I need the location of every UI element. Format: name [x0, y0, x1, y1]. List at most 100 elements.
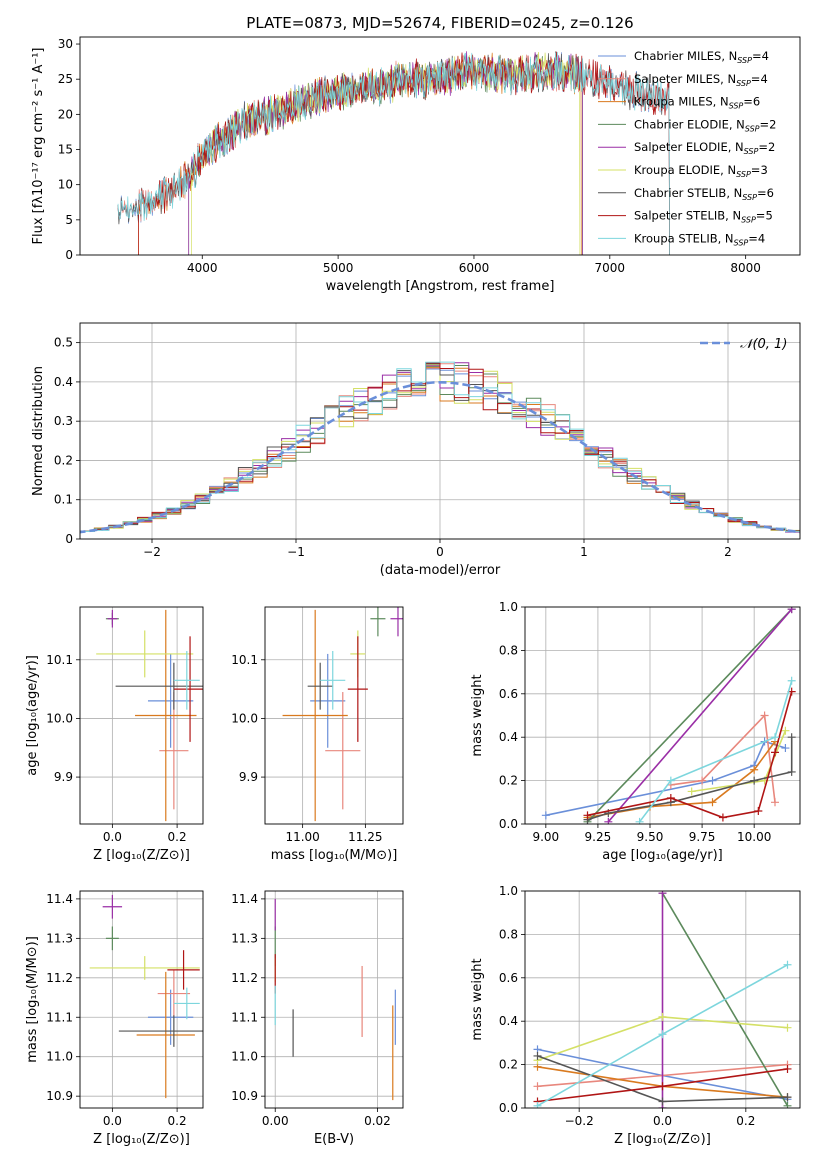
plot-frame	[264, 606, 404, 825]
weight-marker	[771, 798, 779, 807]
weight-marker	[658, 1097, 667, 1106]
legend-nssp-value: 5	[765, 209, 772, 223]
plot-frame	[79, 322, 801, 540]
y-tick-label: 11.0	[231, 1050, 258, 1064]
y-tick-label: 11.2	[46, 971, 73, 985]
weight-marker	[787, 767, 796, 776]
weight-line	[586, 608, 793, 823]
errorbar-point	[136, 971, 195, 1099]
errorbar-point	[320, 650, 346, 710]
legend-nssp-eq: =	[758, 140, 768, 154]
y-tick-label: 0.3	[54, 414, 73, 428]
legend-nssp-eq: =	[757, 186, 767, 200]
errorbar-point	[107, 609, 118, 628]
y-tick-label: 11.1	[46, 1010, 73, 1024]
legend-entry: Chabrier STELIB, NSSP=6	[634, 186, 774, 202]
normal-reference-curve	[80, 380, 800, 534]
x-tick-label: 5000	[323, 261, 354, 275]
y-tick-label: 0.5	[54, 336, 73, 350]
errorbar-group	[282, 607, 403, 822]
weight-marker	[781, 726, 790, 735]
legend-nssp-label: , N	[720, 163, 736, 177]
legend-series-name: Chabrier STELIB	[634, 186, 726, 200]
weight-marker	[658, 1030, 667, 1039]
y-tick-label: 0.8	[499, 643, 518, 657]
legend-entry: Kroupa MILES, NSSP=6	[634, 95, 760, 111]
weight-marker	[658, 1082, 667, 1091]
y-tick-label: 1.0	[499, 600, 518, 614]
x-tick-label: 0.2	[168, 1114, 187, 1128]
plot-frame	[79, 606, 204, 825]
weight-marker	[783, 1101, 792, 1108]
y-tick-label: 9.9	[239, 770, 258, 784]
y-tick-label: 10.0	[231, 711, 258, 725]
legend-nssp-eq: =	[751, 72, 761, 86]
x-tick-label: 9.25	[585, 830, 612, 844]
y-tick-label: 10	[58, 178, 73, 192]
weight-marker	[718, 813, 727, 822]
x-tick-label: 10.00	[737, 830, 771, 844]
weight-line	[587, 741, 776, 819]
legend-entry: Chabrier ELODIE, NSSP=2	[634, 117, 776, 133]
weight-marker	[698, 776, 707, 785]
weight-line	[545, 740, 786, 817]
x-tick-label: −2	[143, 545, 161, 559]
legend-nssp-sub: SSP	[736, 170, 751, 179]
errorbar-group	[89, 894, 203, 1099]
y-tick-label: 0	[65, 532, 73, 546]
weight-lines	[541, 607, 796, 824]
legend-nssp-eq: =	[743, 95, 753, 109]
y-tick-label: 1.0	[499, 884, 518, 898]
legend-nssp-label: , N	[725, 209, 741, 223]
weight-marker	[708, 798, 717, 807]
legend-nssp-label: , N	[713, 95, 729, 109]
residual-histograms	[80, 361, 800, 535]
errorbar-point	[370, 607, 386, 637]
x-tick-label: 0.00	[262, 1114, 289, 1128]
legend-series-name: Kroupa MILES	[634, 95, 713, 109]
weight-marker	[783, 1093, 792, 1102]
x-tick-label: 7000	[595, 261, 626, 275]
legend-nssp-sub: SSP	[745, 124, 760, 133]
plot-frame	[264, 890, 404, 1109]
x-tick-label: 11.00	[285, 830, 319, 844]
weight-marker	[666, 793, 675, 802]
errorbar-point	[115, 662, 203, 710]
errorbar-point	[102, 894, 123, 919]
x-tick-label: 6000	[459, 261, 490, 275]
legend-nssp-eq: =	[748, 231, 758, 245]
errorbar-point	[105, 926, 119, 951]
spectrum-series-group	[117, 51, 670, 255]
z-age-chart: 0.0 0.2 9.9 10.0 10.1 Z [log₁₀(Z/Z⊙)] age [log…	[25, 606, 204, 863]
y-tick-label: 10.0	[46, 711, 73, 725]
legend-series-name: Kroupa ELODIE	[634, 163, 720, 177]
ebv-mass-chart: 0.00 0.02 10.9 11.0 11.1 11.2 11.3 11.4 E(B-V)	[231, 890, 404, 1147]
y-tick-label: 11.2	[231, 971, 258, 985]
weight-marker	[787, 733, 796, 742]
x-tick-label: 4000	[187, 261, 218, 275]
age-weight-chart: 9.00 9.25 9.50 9.75 10.00 0.0 0.2 0.4 0.6 0.8 1.0 a…	[470, 600, 801, 863]
legend-nssp-value: 6	[753, 95, 760, 109]
errorbar-point	[307, 662, 333, 710]
legend-nssp-sub: SSP	[737, 56, 752, 65]
legend-nssp-sub: SSP	[734, 238, 749, 247]
figure-title: PLATE=0873, MJD=52674, FIBERID=0245, z=0…	[246, 14, 633, 32]
mass-age-chart: 11.00 11.25 9.9 10.0 10.1 mass [log₁₀(M/M⊙)]	[231, 606, 404, 863]
errorbar-point	[347, 636, 368, 742]
legend-nssp-eq: =	[752, 49, 762, 63]
weight-marker	[541, 811, 550, 820]
legend-series-name: Salpeter STELIB	[634, 209, 725, 223]
errorbar-point	[325, 692, 361, 810]
y-tick-label: 11.4	[46, 892, 73, 906]
weight-line	[587, 691, 793, 819]
y-tick-label: 0.6	[499, 687, 518, 701]
y-tick-label: 0.6	[499, 971, 518, 985]
errorbar-point	[147, 989, 194, 1045]
errorbar-point	[282, 609, 348, 822]
y-tick-label: 0.2	[499, 774, 518, 788]
weight-marker	[783, 1064, 792, 1073]
legend-nssp-sub: SSP	[742, 193, 757, 202]
y-tick-label: 10.9	[231, 1089, 258, 1103]
x-axis-label: (data-model)/error	[380, 563, 501, 578]
y-axis-label: mass weight	[470, 958, 485, 1040]
